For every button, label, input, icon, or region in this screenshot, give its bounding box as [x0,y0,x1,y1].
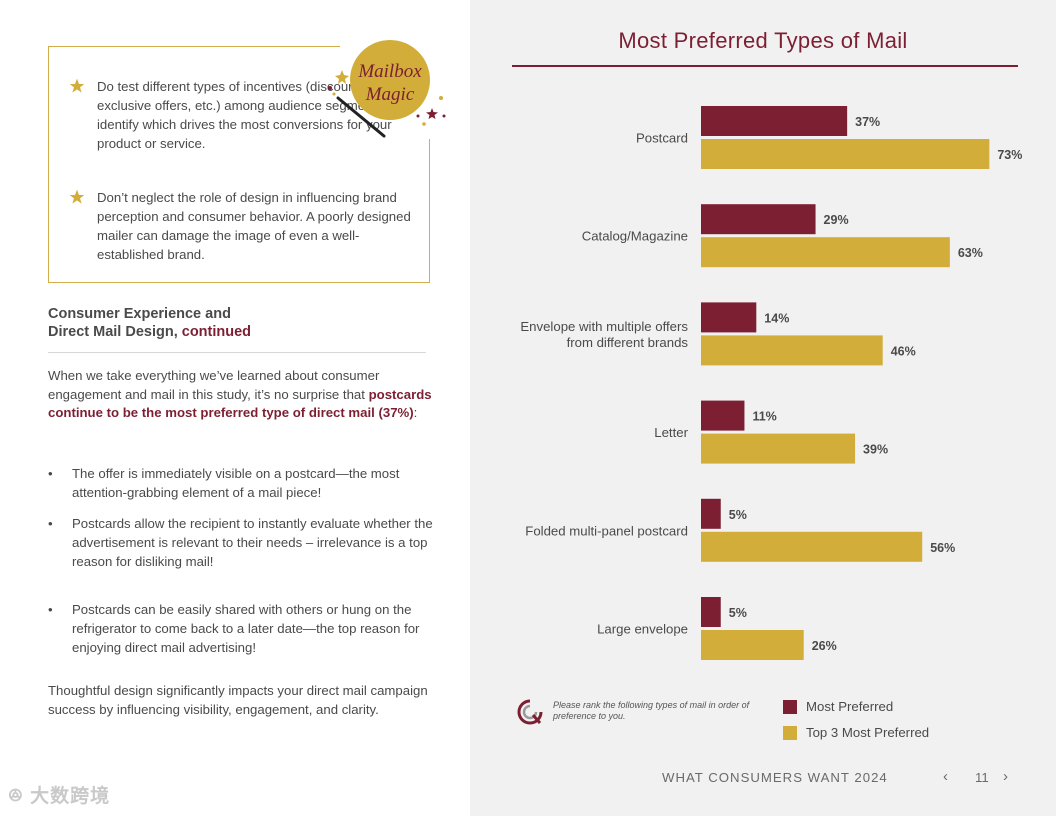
data-label: 37% [855,115,880,129]
sparkle-icon [335,70,349,84]
data-label: 56% [930,541,955,555]
legend-label: Top 3 Most Preferred [806,725,930,740]
tips-box-right-border [428,139,430,282]
sparkle-icon [332,92,336,96]
data-label: 14% [764,311,789,325]
data-label: 39% [863,443,888,457]
bar-most-preferred [701,204,816,235]
bar-most-preferred [701,597,721,627]
data-label: 5% [729,508,747,522]
chart-title: Most Preferred Types of Mail [618,28,908,53]
badge-line2: Magic [365,84,415,105]
mailbox-magic-badge: Mailbox Magic [328,40,446,138]
watermark-text: 大数跨境 [30,786,111,807]
next-page-chevron-icon[interactable]: › [1003,768,1008,785]
list-item: • Postcards allow the recipient to insta… [48,515,433,571]
tips-box: Do test different types of incentives (d… [48,45,430,283]
list-item-text: Postcards can be easily shared with othe… [72,602,420,655]
badge-circle [350,40,430,120]
section-heading-line2: Direct Mail Design, [48,324,178,340]
bar-chart: Postcard 37% 73% Catalog/Magazine 29% 63% Enve… [520,106,1022,660]
tip-item: Don’t neglect the role of design in infl… [69,188,415,264]
category-label: Letter [654,425,688,440]
data-label: 29% [824,213,849,227]
sparkle-icon [416,114,420,118]
data-label: 63% [958,246,983,260]
data-label: 73% [997,148,1022,162]
sparkle-icon [422,122,426,126]
category-label: Folded multi-panel postcard [525,523,688,538]
bar-most-preferred [701,302,757,333]
sparkle-icon [439,96,443,100]
data-label: 26% [812,639,837,653]
list-item-text: The offer is immediately visible on a po… [72,466,400,500]
badge-line1: Mailbox [357,61,422,82]
section-heading-line1: Consumer Experience and [48,306,231,322]
section-heading-continued: continued [181,324,252,340]
chart-title-rule [512,65,1018,67]
intro-tail: : [413,405,418,420]
sparkle-icon [328,86,332,90]
section-heading: Consumer Experience and Direct Mail Desi… [48,305,428,341]
survey-note: Please rank the following types of mail … [553,700,750,721]
data-label: 11% [752,410,776,424]
legend-item-most-preferred: Most Preferred [783,699,893,714]
category-label: Large envelope [597,622,688,637]
page-number: 11 [975,770,989,785]
tip-text: Do test different types of incentives (d… [97,79,398,151]
star-icon [69,189,85,204]
tips-box-top-border [48,45,340,47]
list-item: • The offer is immediately visible on a … [48,465,433,503]
legend-swatch [783,725,797,740]
section-divider [48,352,426,353]
category-label: Catalog/Magazine [582,229,688,244]
tip-text: Don’t neglect the role of design in infl… [97,190,411,262]
intro-highlight: postcards continue to be the most prefer… [48,386,432,421]
bar-top3-preferred [701,335,883,366]
bar-top3-preferred [701,139,990,169]
bullet-icon: • [48,516,53,531]
intro-text: When we take everything we’ve learned ab… [48,368,380,402]
category-label: Envelope with multiple offers [520,319,688,334]
category-label: from different brands [567,335,689,350]
left-page: Do test different types of incentives (d… [0,0,470,816]
survey-question-icon [517,699,543,725]
sparkle-icon [426,108,438,119]
bar-top3-preferred [701,433,856,464]
category-label: Postcard [636,131,688,146]
data-label: 5% [729,606,747,620]
bar-top3-preferred [701,237,950,268]
wand-icon [336,96,386,138]
legend-label: Most Preferred [806,699,894,714]
legend-item-top3: Top 3 Most Preferred [783,725,929,740]
prev-page-chevron-icon[interactable]: ‹ [943,768,948,785]
bar-top3-preferred [701,531,923,562]
intro-paragraph: When we take everything we’ve learned ab… [48,367,433,423]
bar-most-preferred [701,106,848,136]
tip-item: Do test different types of incentives (d… [69,77,415,153]
closing-paragraph: Thoughtful design significantly impacts … [48,683,428,717]
bar-top3-preferred [701,630,804,660]
bar-most-preferred [701,498,721,529]
data-label: 46% [891,344,916,358]
sparkle-icon [442,114,446,118]
legend-swatch [783,699,797,714]
star-icon [69,78,85,93]
bullet-icon: • [48,466,53,481]
list-item-text: Postcards allow the recipient to instant… [72,516,433,569]
list-item: • Postcards can be easily shared with ot… [48,601,433,657]
watermark: ꔮ 大数跨境 [8,781,110,808]
footer-title: WHAT CONSUMERS WANT 2024 [662,770,888,785]
bullet-icon: • [48,602,53,617]
watermark-logo-icon: ꔮ [8,786,31,807]
bar-most-preferred [701,400,745,431]
